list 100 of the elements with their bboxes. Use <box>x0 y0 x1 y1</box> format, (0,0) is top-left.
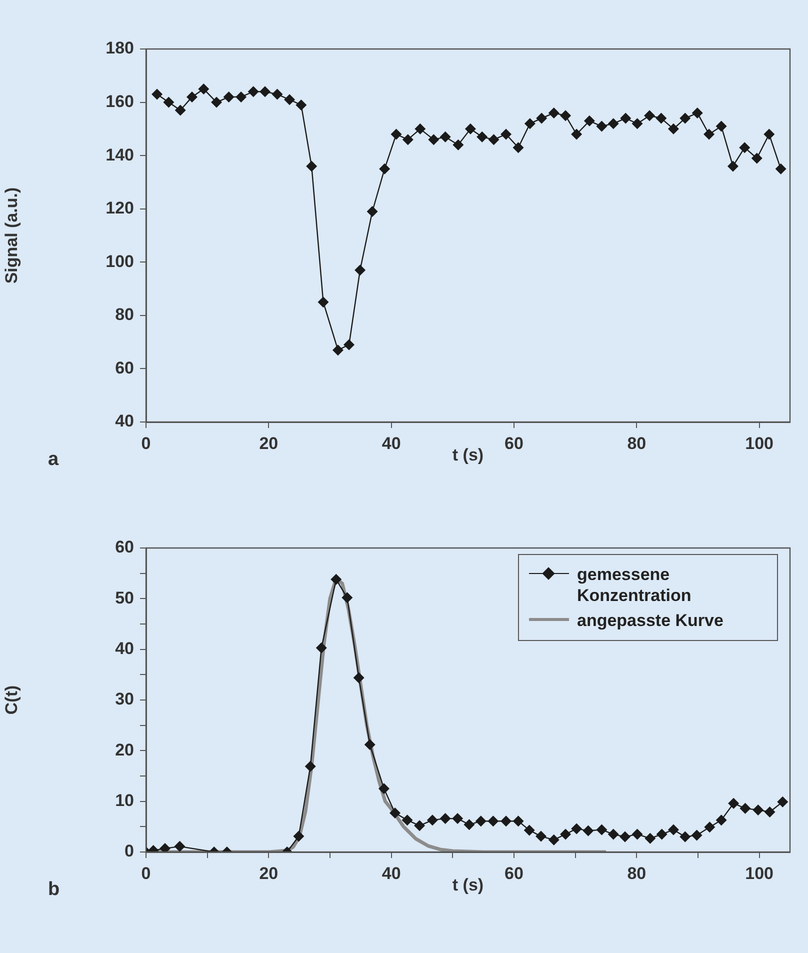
point <box>608 828 619 840</box>
point <box>596 824 608 836</box>
point <box>777 796 788 808</box>
point <box>644 832 656 844</box>
x-tick-label: 20 <box>259 864 278 883</box>
point <box>163 96 174 108</box>
point <box>306 160 318 172</box>
x-tick-label: 80 <box>627 864 646 883</box>
point <box>512 816 524 827</box>
point <box>692 107 703 118</box>
y-tick-label: 140 <box>106 145 134 164</box>
point <box>536 112 548 124</box>
point <box>152 88 163 100</box>
point <box>440 131 451 142</box>
point <box>632 828 643 840</box>
point <box>304 760 316 772</box>
y-tick-label: 40 <box>115 639 134 658</box>
point <box>524 824 535 836</box>
point <box>464 123 476 134</box>
point <box>680 112 691 124</box>
point <box>571 128 582 140</box>
point <box>512 142 524 154</box>
point <box>344 339 355 350</box>
point <box>259 86 270 98</box>
y-tick-label: 50 <box>115 588 134 608</box>
y-tick-label: 60 <box>115 538 134 557</box>
point <box>691 830 702 841</box>
point <box>751 152 762 164</box>
point <box>764 128 775 140</box>
text: a <box>48 449 59 470</box>
y-tick-label: 160 <box>106 92 134 111</box>
point <box>582 825 594 836</box>
point <box>475 816 486 827</box>
point <box>656 112 667 124</box>
point <box>174 840 186 852</box>
y-tick-label: 10 <box>115 791 134 810</box>
point <box>354 264 366 276</box>
point <box>366 206 378 218</box>
point <box>390 128 402 140</box>
point <box>500 816 512 827</box>
x-tick-label: 40 <box>382 434 401 453</box>
x-tick-label: 0 <box>141 434 151 453</box>
point <box>571 823 582 834</box>
point <box>364 739 376 750</box>
point <box>608 118 619 130</box>
point <box>198 83 210 94</box>
x-tick-label: 0 <box>141 864 151 883</box>
point <box>452 813 464 824</box>
point <box>428 134 440 146</box>
point <box>284 94 296 106</box>
point <box>211 96 222 108</box>
point <box>379 163 390 174</box>
point <box>440 813 451 824</box>
y-tick-label: 30 <box>115 690 134 709</box>
y-tick-label: 120 <box>106 198 134 218</box>
point <box>353 672 364 684</box>
x-tick-label: 20 <box>259 434 278 453</box>
point <box>727 160 738 172</box>
y-tick-label: 80 <box>115 305 134 324</box>
point <box>488 816 499 827</box>
point <box>548 107 560 118</box>
x-tick-label: 100 <box>745 434 774 453</box>
y-tick-label: 100 <box>106 252 134 271</box>
point <box>296 99 307 110</box>
point <box>414 820 426 832</box>
point <box>596 120 608 132</box>
point <box>764 806 776 818</box>
legend-label: angepasste Kurve <box>577 610 724 631</box>
point <box>452 139 464 150</box>
text: b <box>48 879 60 900</box>
y-tick-label: 40 <box>115 412 134 431</box>
point <box>775 163 786 174</box>
x-tick-label: 60 <box>504 434 524 453</box>
y-tick-label: 60 <box>115 358 134 378</box>
point <box>330 574 342 585</box>
y-axis-title: C(t) <box>2 685 21 715</box>
point <box>464 819 475 830</box>
point <box>752 804 764 816</box>
point <box>402 814 413 826</box>
point <box>236 91 247 102</box>
point <box>716 814 727 826</box>
x-tick-label: 60 <box>504 864 524 883</box>
point <box>620 112 632 124</box>
point <box>174 104 186 116</box>
point <box>223 91 234 102</box>
point <box>560 828 572 840</box>
x-axis-title: t (s) <box>452 875 484 894</box>
point <box>186 91 198 102</box>
point <box>656 828 668 840</box>
point <box>584 115 595 126</box>
point <box>548 834 560 846</box>
point <box>632 118 643 130</box>
point <box>668 123 679 134</box>
y-tick-label: 20 <box>115 740 134 760</box>
point <box>248 86 259 98</box>
x-tick-label: 100 <box>745 864 774 883</box>
point <box>524 118 536 130</box>
point <box>535 830 546 842</box>
point <box>378 783 390 794</box>
x-axis-title: t (s) <box>452 445 484 464</box>
